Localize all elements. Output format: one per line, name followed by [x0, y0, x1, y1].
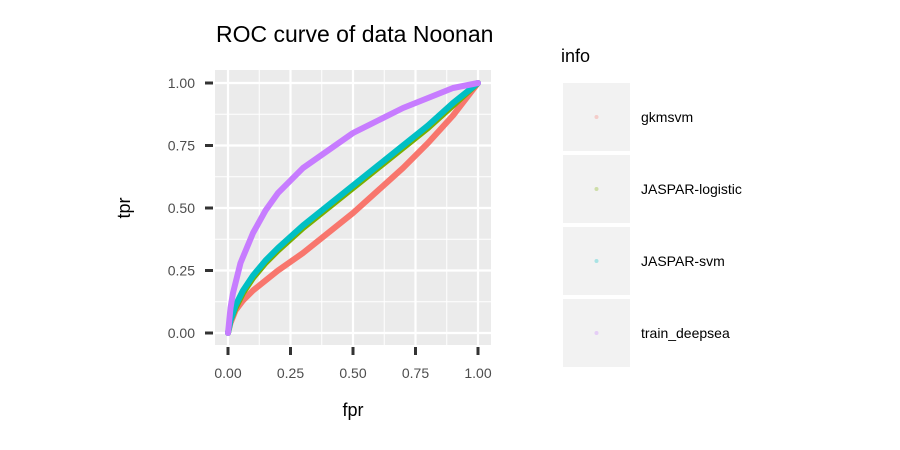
- legend-key-JASPAR-logistic: [563, 155, 630, 223]
- legend-title: info: [561, 46, 590, 66]
- legend-swatch-train_deepsea: [594, 331, 599, 335]
- legend: gkmsvm JASPAR-logistic JASPAR-svm train_dee…: [563, 83, 742, 367]
- chart-title: ROC curve of data Noonan: [216, 21, 493, 47]
- legend-label-JASPAR-svm: JASPAR-svm: [641, 253, 725, 269]
- series-layer: [225, 80, 481, 336]
- y-tick-label: 1.00: [168, 75, 195, 91]
- x-tick-label: 0.25: [277, 365, 304, 381]
- legend-swatch-JASPAR-svm: [594, 259, 599, 263]
- legend-swatch-gkmsvm: [594, 115, 599, 119]
- x-tick-label: 0.75: [402, 365, 429, 381]
- axes: 0.00 0.25 0.50 0.75 1.00 0.00 0.25 0.50 0.75 1.00: [168, 75, 492, 381]
- legend-swatch-JASPAR-logistic: [594, 187, 599, 191]
- series-line-JASPAR-svm: [225, 80, 481, 336]
- y-tick-label: 0.25: [168, 263, 195, 279]
- legend-key-JASPAR-svm: [563, 227, 630, 295]
- x-tick-label: 1.00: [464, 365, 491, 381]
- y-tick-label: 0.75: [168, 138, 195, 154]
- x-axis-title: fpr: [342, 400, 363, 420]
- legend-label-train_deepsea: train_deepsea: [641, 325, 730, 341]
- y-axis-title: tpr: [114, 197, 134, 218]
- legend-label-gkmsvm: gkmsvm: [641, 109, 693, 125]
- legend-label-JASPAR-logistic: JASPAR-logistic: [641, 181, 742, 197]
- x-tick-label: 0.50: [339, 365, 366, 381]
- y-tick-label: 0.50: [168, 200, 195, 216]
- x-tick-label: 0.00: [214, 365, 241, 381]
- legend-key-train_deepsea: [563, 299, 630, 367]
- y-tick-label: 0.00: [168, 325, 195, 341]
- series-line-train_deepsea: [225, 80, 481, 336]
- legend-key-gkmsvm: [563, 83, 630, 151]
